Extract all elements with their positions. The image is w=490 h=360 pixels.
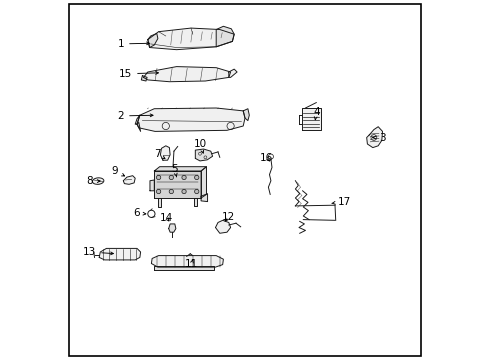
Polygon shape — [141, 76, 147, 81]
Text: 11: 11 — [185, 258, 198, 269]
Polygon shape — [196, 149, 213, 161]
Text: 7: 7 — [154, 149, 165, 159]
Ellipse shape — [93, 178, 104, 184]
Polygon shape — [148, 28, 234, 50]
Text: 8: 8 — [86, 176, 100, 186]
Circle shape — [156, 175, 161, 180]
Polygon shape — [194, 198, 197, 206]
Text: 16: 16 — [260, 153, 273, 163]
Polygon shape — [99, 248, 141, 260]
Polygon shape — [160, 146, 170, 160]
Text: 1: 1 — [118, 39, 149, 49]
Polygon shape — [151, 256, 223, 267]
Circle shape — [195, 175, 199, 180]
Polygon shape — [144, 67, 231, 82]
Polygon shape — [148, 33, 158, 48]
Circle shape — [169, 189, 173, 194]
Polygon shape — [154, 266, 215, 270]
Polygon shape — [229, 69, 237, 77]
Polygon shape — [169, 224, 176, 232]
Text: 13: 13 — [83, 247, 113, 257]
Text: 14: 14 — [160, 213, 173, 223]
Text: 4: 4 — [313, 107, 319, 120]
Circle shape — [156, 189, 161, 194]
Text: 10: 10 — [194, 139, 207, 153]
Polygon shape — [150, 180, 154, 191]
Text: 6: 6 — [133, 208, 146, 218]
Text: 9: 9 — [111, 166, 124, 176]
Text: 17: 17 — [332, 197, 351, 207]
Polygon shape — [137, 108, 245, 131]
Polygon shape — [154, 167, 206, 171]
Polygon shape — [216, 26, 234, 47]
Circle shape — [195, 189, 199, 194]
Polygon shape — [367, 127, 383, 148]
Polygon shape — [154, 171, 201, 198]
Polygon shape — [123, 176, 135, 184]
Text: 3: 3 — [373, 132, 386, 143]
Text: 15: 15 — [119, 69, 158, 79]
Circle shape — [182, 175, 186, 180]
Text: 5: 5 — [172, 164, 178, 177]
Polygon shape — [158, 198, 162, 207]
Circle shape — [182, 189, 186, 194]
Polygon shape — [135, 115, 140, 124]
Text: 2: 2 — [118, 111, 153, 121]
Text: 12: 12 — [222, 212, 235, 222]
Polygon shape — [243, 109, 249, 121]
Polygon shape — [137, 122, 141, 131]
Polygon shape — [302, 108, 320, 130]
Circle shape — [169, 175, 173, 180]
Polygon shape — [216, 220, 231, 233]
Polygon shape — [201, 194, 208, 202]
Polygon shape — [201, 167, 206, 198]
